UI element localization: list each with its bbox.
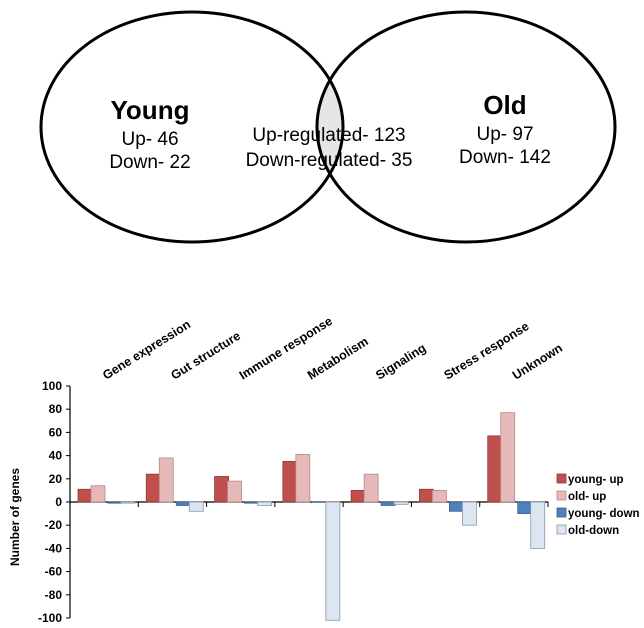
bar-young-up-gene-expression	[77, 488, 93, 503]
legend-swatch	[556, 524, 567, 535]
venn-old-up: Up- 97	[476, 124, 533, 145]
bar-old-up-metabolism	[295, 454, 311, 503]
y-tick-label: 0	[55, 495, 62, 509]
legend-swatch	[556, 507, 567, 518]
bar-young-down-unknown	[517, 501, 533, 515]
category-label: Unknown	[510, 341, 565, 383]
y-tick-label: -100	[38, 611, 62, 625]
bar-young-down-signaling	[380, 501, 396, 506]
y-tick-label: 40	[49, 449, 63, 463]
bar-young-up-unknown	[487, 435, 503, 503]
bar-young-up-metabolism	[282, 460, 298, 503]
bar-old-up-unknown	[500, 412, 516, 503]
legend-label: young- down	[568, 508, 640, 520]
y-tick-label: -40	[45, 541, 63, 555]
bar-young-up-stress-response	[419, 488, 434, 503]
venn-young-title: Young	[111, 95, 190, 125]
bar-old-down-unknown	[530, 501, 546, 549]
bar-old-down-signaling	[393, 501, 409, 505]
venn-overlap-up: Up-regulated- 123	[252, 125, 405, 146]
y-tick-label: -60	[45, 565, 63, 579]
bar-old-down-gene-expression	[120, 501, 136, 504]
category-label: Signaling	[373, 341, 428, 383]
bar-young-up-immune-response	[214, 476, 229, 503]
venn-old-down: Down- 142	[459, 147, 551, 168]
bar-young-down-gene-expression	[107, 501, 123, 504]
venn-old-title: Old	[483, 90, 526, 120]
y-axis-title: Number of genes	[8, 468, 22, 566]
venn-young-down: Down- 22	[109, 152, 190, 173]
venn-young-circle	[39, 10, 345, 244]
y-tick-label: 60	[49, 425, 63, 439]
y-tick-labels: 100 80 60 40 20 0 -20 -40 -60 -80 -100	[38, 379, 62, 625]
legend-label: old-down	[568, 525, 619, 537]
venn-old-circle	[315, 10, 617, 244]
bar-old-down-metabolism	[325, 501, 341, 621]
venn-overlap-down: Down-regulated- 35	[246, 150, 413, 171]
bar-young-up-gut-structure	[145, 473, 161, 503]
bar-old-up-stress-response	[432, 489, 447, 503]
bar-young-down-stress-response	[449, 501, 464, 512]
category-label: Metabolism	[305, 334, 371, 382]
venn-diagram: Young Up- 46 Down- 22 Up-regulated- 123 …	[39, 10, 617, 244]
chart-bars	[77, 412, 546, 621]
bar-old-down-immune-response	[257, 501, 272, 506]
bar-old-up-gut-structure	[158, 457, 174, 503]
y-tick-label: 80	[49, 402, 63, 416]
bar-young-up-signaling	[350, 489, 366, 503]
legend-swatch	[556, 490, 567, 501]
venn-young-up: Up- 46	[121, 129, 178, 150]
bar-old-up-signaling	[363, 473, 379, 503]
y-tick-label: -20	[45, 518, 63, 532]
legend-label: young- up	[568, 474, 624, 486]
bar-old-down-gut-structure	[188, 501, 204, 512]
y-tick-label: 100	[42, 379, 62, 393]
bar-young-down-gut-structure	[175, 501, 191, 506]
legend-swatch	[556, 473, 567, 484]
chart-legend: young- up old- up young- down old-down	[556, 473, 640, 537]
y-tick-label: 20	[49, 472, 63, 486]
y-tick-label: -80	[45, 588, 63, 602]
bar-old-down-stress-response	[462, 501, 477, 526]
legend-label: old- up	[568, 491, 606, 503]
bar-old-up-gene-expression	[90, 485, 106, 503]
bar-old-up-immune-response	[227, 480, 242, 503]
bar-young-down-immune-response	[244, 501, 259, 504]
